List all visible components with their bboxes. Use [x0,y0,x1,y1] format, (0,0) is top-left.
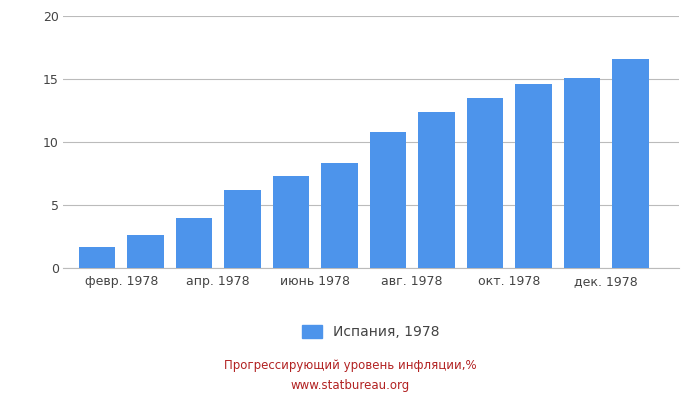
Bar [321,164,358,268]
Bar [612,59,649,268]
Bar [224,190,260,268]
Legend: Испания, 1978: Испания, 1978 [302,325,440,339]
Bar [370,132,406,268]
Bar [127,235,164,268]
Bar [176,218,212,268]
Bar [515,84,552,268]
Bar [273,176,309,268]
Bar [564,78,600,268]
Bar [79,246,115,268]
Text: Прогрессирующий уровень инфляции,%
www.statbureau.org: Прогрессирующий уровень инфляции,% www.s… [224,360,476,392]
Bar [467,98,503,268]
Bar [419,112,455,268]
